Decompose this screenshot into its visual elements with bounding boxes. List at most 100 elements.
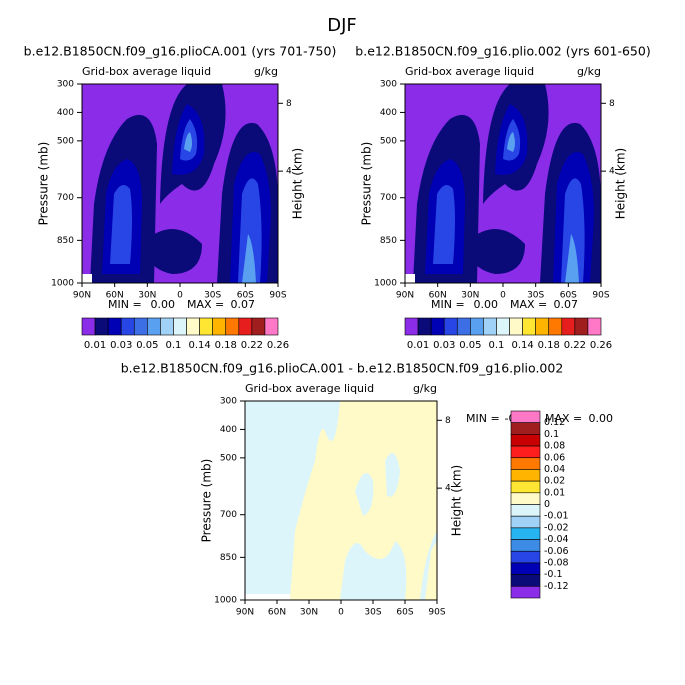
x-tick-label: 90N: [73, 291, 91, 301]
colorbar-label: 0.26: [267, 340, 289, 351]
contour-field: [245, 401, 437, 600]
colorbar-box: [212, 317, 227, 336]
colorbar-box: [574, 317, 589, 336]
colorbar-box: [186, 317, 200, 336]
y-axis-label: Pressure (mb): [360, 142, 374, 226]
max-value: 0.00: [589, 412, 614, 425]
colorbar-box: [587, 317, 602, 336]
y-tick-label: 1000: [374, 279, 397, 289]
colorbar-box: [510, 504, 541, 517]
colorbar-box: [107, 317, 122, 336]
y-tick-label: 300: [220, 397, 237, 407]
colorbar-label: 0.08: [544, 441, 565, 452]
y2-tick-label: 4: [445, 484, 451, 494]
y2-tick-label: 8: [445, 416, 451, 426]
x-tick-label: 0: [338, 608, 344, 618]
colorbar-label: 0.01: [544, 487, 565, 498]
colorbar-label: 0.1: [489, 340, 505, 351]
x-tick-label: 30S: [204, 291, 221, 301]
max-value: 0.07: [554, 298, 579, 311]
colorbar-label: 0.03: [110, 340, 132, 351]
colorbar-label: 0.26: [590, 340, 612, 351]
y2-tick-label: 8: [609, 99, 615, 109]
y-tick-label: 500: [380, 136, 397, 146]
colorbar-box: [496, 317, 510, 336]
colorbar-box: [548, 317, 563, 336]
min-value: 0.00: [151, 298, 176, 311]
colorbar-label: 0.22: [241, 340, 263, 351]
y-tick-label: 500: [220, 453, 237, 463]
x-tick-label: 30S: [364, 608, 381, 618]
colorbar-label: 0.18: [215, 340, 237, 351]
colorbar-box: [147, 317, 161, 336]
y2-tick-label: 4: [286, 167, 292, 177]
colorbar-label: 0.06: [544, 452, 565, 463]
colorbar-box: [510, 445, 541, 459]
x-tick-label: 60N: [106, 291, 124, 301]
colorbar-label: -0.04: [544, 534, 569, 545]
y-axis-label: Pressure (mb): [200, 459, 214, 543]
colorbar-box: [510, 469, 541, 482]
colorbar-box: [404, 317, 419, 336]
colorbar-box: [510, 457, 541, 470]
colorbar-label: 0.22: [564, 340, 586, 351]
colorbar-label: 0.05: [136, 340, 158, 351]
min-label: MIN =: [108, 298, 142, 311]
colorbar-box: [510, 515, 541, 529]
max-label: MAX =: [545, 412, 582, 425]
y2-axis-label: Height (km): [291, 148, 305, 219]
colorbar-box: [510, 492, 541, 505]
colorbar-label: 0.1: [544, 429, 559, 440]
colorbar-box: [133, 317, 148, 336]
colorbar-box: [199, 317, 213, 336]
colorbar-box: [470, 317, 484, 336]
max-label: MAX =: [187, 298, 224, 311]
colorbar-box: [173, 317, 187, 336]
colorbar-box: [510, 480, 541, 494]
y-tick-label: 700: [57, 193, 74, 203]
y-tick-label: 850: [380, 236, 397, 246]
y-tick-label: 500: [57, 136, 74, 146]
units-label: g/kg: [413, 382, 437, 395]
colorbar-label: 0: [544, 499, 550, 510]
colorbar-box: [443, 317, 458, 336]
colorbar-box: [160, 317, 174, 336]
colorbar-label: 0.02: [544, 476, 565, 487]
y-tick-label: 1000: [214, 596, 237, 606]
colorbar-label: -0.02: [544, 522, 569, 533]
colorbar-label: -0.08: [544, 557, 569, 568]
y2-tick-label: 4: [609, 167, 615, 177]
x-tick-label: 60N: [268, 608, 286, 618]
field-label: Grid-box average liquid: [245, 382, 374, 395]
x-tick-label: 60S: [560, 291, 577, 301]
colorbar-box: [456, 317, 471, 336]
colorbar-label: 0.01: [84, 340, 106, 351]
colorbar-label: 0.12: [544, 417, 565, 428]
field-label: Grid-box average liquid: [405, 65, 534, 78]
colorbar-label: 0.1: [166, 340, 182, 351]
colorbar-box: [510, 539, 541, 552]
y-axis-label: Pressure (mb): [37, 142, 51, 226]
y-tick-label: 850: [220, 553, 237, 563]
colorbar-label: 0.14: [188, 340, 210, 351]
x-tick-label: 30N: [300, 608, 318, 618]
y-tick-label: 700: [380, 193, 397, 203]
panel-title: b.e12.B1850CN.f09_g16.plio.002 (yrs 601-…: [355, 44, 650, 59]
x-tick-label: 90N: [236, 608, 254, 618]
colorbar-label: 0.05: [459, 340, 481, 351]
min-label: MIN =: [431, 298, 465, 311]
min-value: 0.00: [474, 298, 499, 311]
colorbar-box: [510, 562, 541, 575]
x-tick-label: 30N: [461, 291, 479, 301]
panel-title: b.e12.B1850CN.f09_g16.plioCA.001 (yrs 70…: [24, 44, 337, 59]
colorbar-label: 0.14: [511, 340, 533, 351]
colorbar-label: 0.18: [538, 340, 560, 351]
colorbar-box: [510, 586, 541, 599]
x-tick-label: 0: [500, 291, 506, 301]
colorbar-box: [251, 317, 266, 336]
panel-title: b.e12.B1850CN.f09_g16.plioCA.001 - b.e12…: [121, 361, 564, 376]
colorbar-box: [94, 317, 109, 336]
colorbar-box: [225, 317, 240, 336]
field-label: Grid-box average liquid: [82, 65, 211, 78]
colorbar-box: [264, 317, 279, 336]
